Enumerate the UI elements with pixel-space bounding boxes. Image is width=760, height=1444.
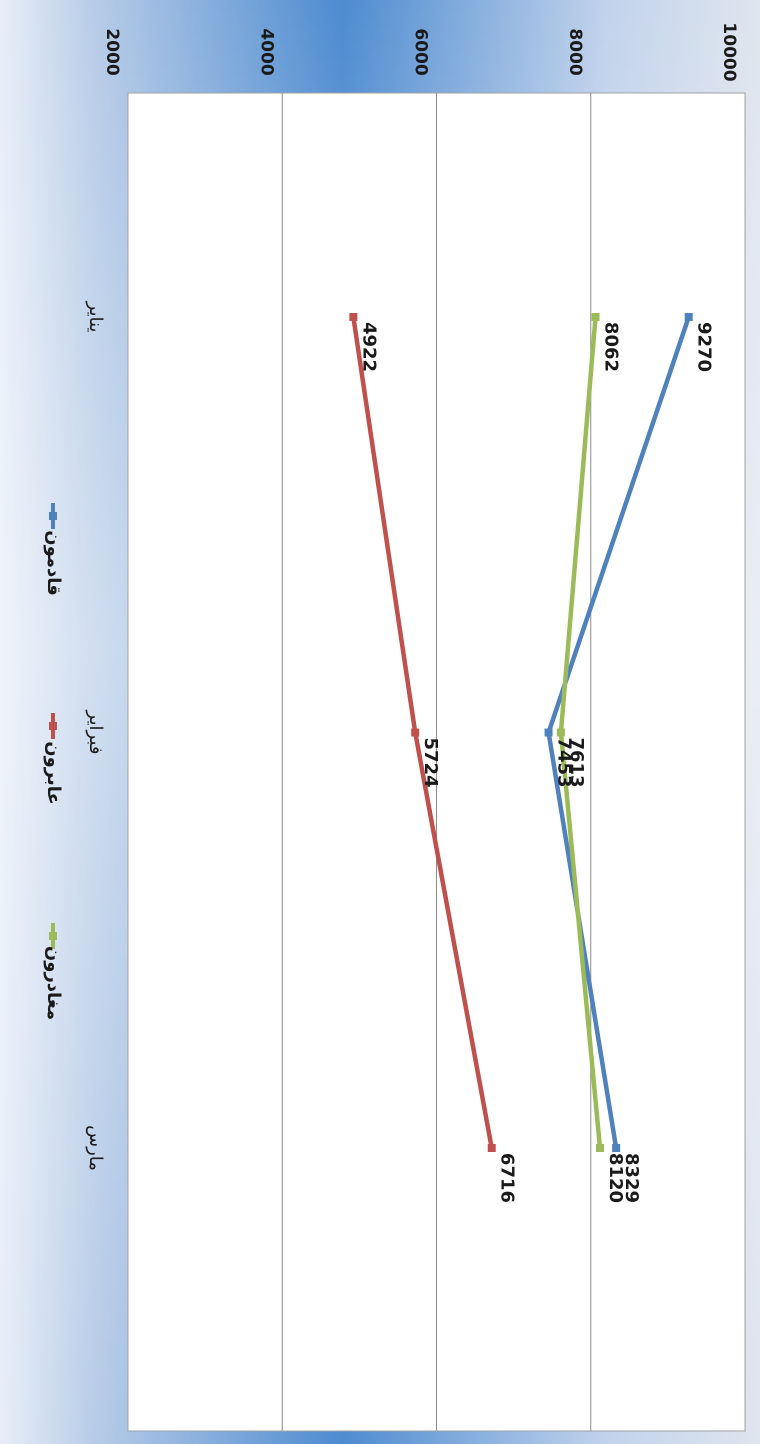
legend-label: قادمون bbox=[43, 530, 64, 596]
data-point-marker bbox=[684, 313, 693, 321]
data-label: 7613 bbox=[566, 737, 587, 787]
gridlines bbox=[281, 93, 592, 1431]
legend-marker bbox=[49, 932, 57, 940]
category-tick-label: يناير bbox=[85, 301, 106, 333]
data-label: 7453 bbox=[554, 737, 575, 787]
value-tick-label: 10000 bbox=[719, 22, 739, 81]
data-point-marker bbox=[596, 1144, 605, 1152]
legend-label: مغادرون bbox=[43, 946, 64, 1020]
value-tick-label: 8000 bbox=[565, 28, 585, 75]
data-label: 8062 bbox=[601, 322, 622, 372]
data-point-marker bbox=[612, 1144, 621, 1152]
data-label: 8329 bbox=[621, 1153, 642, 1203]
category-tick-label: فبراير bbox=[85, 710, 106, 755]
data-point-marker bbox=[349, 313, 358, 321]
value-tick-label: 6000 bbox=[411, 28, 431, 75]
data-point-marker bbox=[544, 728, 553, 737]
value-axis-tick-labels: 2000 4000 6000 8000 10000 bbox=[102, 22, 739, 81]
category-axis-tick-labels: يناير فبراير مارس bbox=[85, 301, 106, 1171]
data-point-marker bbox=[411, 728, 420, 737]
data-label: 6716 bbox=[497, 1153, 518, 1203]
legend-marker bbox=[49, 722, 57, 730]
data-label: 9270 bbox=[694, 322, 715, 372]
data-label: 5724 bbox=[420, 737, 441, 787]
data-point-marker bbox=[487, 1144, 496, 1152]
legend-marker bbox=[49, 512, 57, 520]
legend-label: عابرون bbox=[43, 741, 64, 805]
value-tick-label: 4000 bbox=[256, 28, 276, 75]
data-point-marker bbox=[556, 728, 565, 737]
data-label: 4922 bbox=[358, 322, 379, 372]
series-lines bbox=[349, 313, 693, 1152]
data-point-marker bbox=[591, 313, 600, 321]
data-labels: 9270 7453 8329 4922 5724 6716 8062 7613 8120 bbox=[358, 322, 714, 1203]
category-tick-label: مارس bbox=[85, 1125, 106, 1171]
value-tick-label: 2000 bbox=[102, 28, 122, 75]
legend: قادمون عابرون مغادرون bbox=[43, 503, 64, 1020]
data-label: 8120 bbox=[605, 1153, 626, 1203]
